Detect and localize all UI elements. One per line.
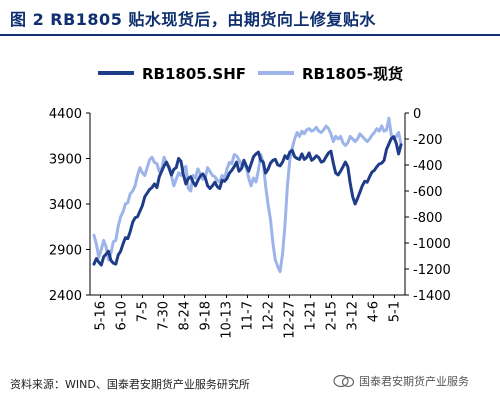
legend-label-futures: RB1805.SHF xyxy=(142,65,246,83)
legend-label-spot: RB1805-现货 xyxy=(302,65,403,83)
x-axis-tick-label: 1-21 xyxy=(304,301,319,331)
left-axis-tick-label: 2900 xyxy=(49,244,82,259)
x-axis-tick-label: 12-2 xyxy=(262,301,277,331)
right-axis-tick-label: -1200 xyxy=(413,263,451,278)
right-axis-tick-label: -800 xyxy=(413,211,443,226)
axes: 2400 2900 3400 3900 4400 0 -200 -400 -600 -800 -10… xyxy=(49,107,451,339)
x-axis-tick-label: 9-18 xyxy=(199,301,214,331)
x-axis-tick-label: 12-27 xyxy=(283,301,298,339)
right-axis-tick-label: -1400 xyxy=(413,289,451,304)
watermark: 国泰君安期货产业服务 xyxy=(333,371,469,391)
series-line-spot xyxy=(92,116,403,274)
left-axis-tick-label: 2400 xyxy=(49,289,82,304)
left-axis-tick-label: 3400 xyxy=(49,198,82,213)
x-axis-tick-label: 11-7 xyxy=(241,301,256,331)
title-bar: 图 2 RB1805 贴水现货后，由期货向上修复贴水 xyxy=(0,0,500,36)
x-axis-tick-label: 7-30 xyxy=(157,301,172,331)
right-axis-tick-label: -600 xyxy=(413,185,443,200)
wechat-icon xyxy=(333,374,355,388)
x-axis-tick-label: 7-5 xyxy=(136,301,151,322)
right-axis-tick-label: -1000 xyxy=(413,237,451,252)
legend: RB1805.SHF RB1805-现货 xyxy=(98,65,403,83)
right-axis-tick-label: -200 xyxy=(413,133,443,148)
x-axis-tick-label: 5-1 xyxy=(388,301,403,322)
plot-area xyxy=(92,116,403,274)
right-axis-tick-label: -400 xyxy=(413,159,443,174)
watermark-text: 国泰君安期货产业服务 xyxy=(359,375,469,388)
x-axis-tick-label: 8-24 xyxy=(178,301,193,331)
series-line-futures xyxy=(92,135,403,267)
x-axis-tick-label: 10-13 xyxy=(220,301,235,339)
x-axis-tick-label: 2-15 xyxy=(325,301,340,331)
x-axis-tick-label: 4-6 xyxy=(367,301,382,322)
right-axis-tick-label: 0 xyxy=(413,107,421,122)
left-axis-tick-label: 3900 xyxy=(49,153,82,168)
x-axis-tick-label: 6-10 xyxy=(115,301,130,331)
title-divider xyxy=(0,34,500,36)
x-axis-tick-label: 5-16 xyxy=(94,301,109,331)
chart-title: 图 2 RB1805 贴水现货后，由期货向上修复贴水 xyxy=(10,10,376,29)
x-axis-tick-label: 3-12 xyxy=(346,301,361,331)
left-axis-tick-label: 4400 xyxy=(49,107,82,122)
source-note: 资料来源：WIND、国泰君安期货产业服务研究所 xyxy=(10,378,250,391)
